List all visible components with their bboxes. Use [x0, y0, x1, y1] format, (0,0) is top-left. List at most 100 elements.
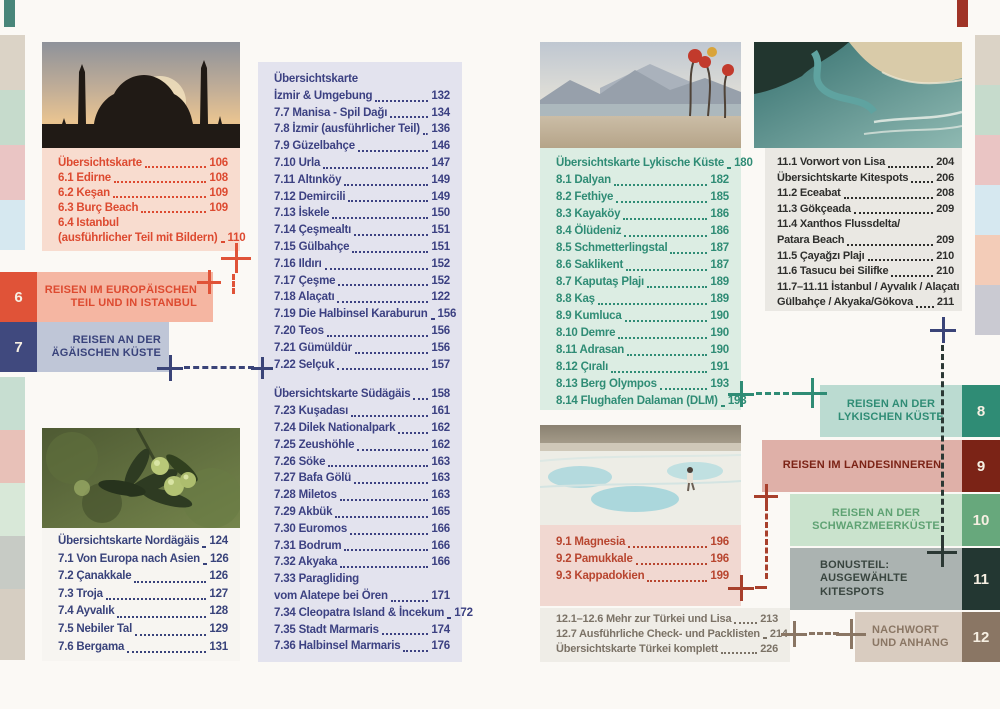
toc-entry[interactable]: Übersichtskarte Nordägäis 124: [42, 533, 240, 551]
toc-entry[interactable]: 11.3 Gökçeada 209: [765, 202, 962, 218]
toc-entry[interactable]: 7.13 İskele 150: [258, 205, 462, 222]
toc-entry[interactable]: 7.4 Ayvalık 128: [42, 603, 240, 621]
chapter-10-band[interactable]: REISEN AN DER SCHWARZMEERKÜSTE: [790, 494, 962, 546]
toc-entry[interactable]: 7.17 Çeşme 152: [258, 273, 462, 290]
toc-entry[interactable]: 8.3 Kayaköy 186: [540, 206, 741, 223]
chapter-7-band[interactable]: REISEN AN DER ÄGÄISCHEN KÜSTE: [37, 322, 169, 372]
toc-entry[interactable]: 8.13 Berg Olympos 193: [540, 376, 741, 393]
toc-entry[interactable]: Übersichtskarte Südägäis 158: [258, 386, 462, 403]
toc-entry[interactable]: 7.31 Bodrum 166: [258, 538, 462, 555]
toc-entry[interactable]: 6.3 Burç Beach 109: [42, 201, 240, 216]
toc-entry-label: 7.30 Euromos: [274, 522, 348, 535]
toc-entry[interactable]: 9.1 Magnesia 196: [540, 534, 741, 551]
dot-leader: [339, 498, 429, 501]
toc-entry[interactable]: 11.6 Tasucu bei Silifke 210: [765, 264, 962, 280]
chapter-8-band[interactable]: REISEN AN DER LYKISCHEN KÜSTE: [820, 385, 962, 437]
toc-entry[interactable]: 7.30 Euromos 166: [258, 521, 462, 538]
toc-entry[interactable]: 8.6 Saklikent 187: [540, 257, 741, 274]
chapter-8-tab[interactable]: 8: [962, 385, 1000, 437]
toc-entry[interactable]: 7.26 Söke 163: [258, 454, 462, 471]
toc-entry[interactable]: 7.6 Bergama 131: [42, 639, 240, 657]
toc-entry[interactable]: 8.11 Adrasan 190: [540, 342, 741, 359]
toc-entry[interactable]: 8.7 Kaputaş Plajı 189: [540, 274, 741, 291]
toc-entry[interactable]: 11.7–11.11 İstanbul / Ayvalık / Alaçatı G…: [765, 280, 962, 311]
toc-entry[interactable]: 7.34 Cleopatra Island & İncekum 172: [258, 605, 473, 622]
chapter-11-tab[interactable]: 11: [962, 548, 1000, 610]
toc-entry[interactable]: 7.23 Kuşadası 161: [258, 403, 462, 420]
toc-entry[interactable]: 7.28 Miletos 163: [258, 487, 462, 504]
toc-entry-label: Übersichtskarte Südägäis: [274, 388, 411, 401]
toc-entry[interactable]: 7.29 Akbük 165: [258, 504, 462, 521]
toc-entry[interactable]: 11.4 Xanthos Flussdelta/Patara Beach 209: [765, 217, 962, 248]
toc-entry[interactable]: Übersichtskarte Türkei komplett 226: [540, 642, 790, 657]
toc-entry[interactable]: 7.32 Akyaka 166: [258, 554, 462, 571]
toc-entry[interactable]: 9.3 Kappadokien 199: [540, 568, 741, 585]
toc-entry[interactable]: 7.1 Von Europa nach Asien 126: [42, 551, 240, 569]
chapter-12-band[interactable]: NACHWORT UND ANHANG: [855, 612, 962, 662]
toc-entry[interactable]: 7.8 İzmir (ausführlicher Teil) 136: [258, 121, 462, 138]
toc-entry[interactable]: 7.7 Manisa - Spil Dağı 134: [258, 105, 462, 122]
toc-entry[interactable]: 12.7 Ausführliche Check- und Packlisten 2…: [540, 627, 790, 642]
toc-entry[interactable]: 12.1–12.6 Mehr zur Türkei und Lisa 213: [540, 612, 790, 627]
toc-entry[interactable]: 7.35 Stadt Marmaris 174: [258, 622, 462, 639]
toc-entry[interactable]: 9.2 Pamukkale 196: [540, 551, 741, 568]
toc-entry[interactable]: 7.11 Altınköy 149: [258, 172, 462, 189]
toc-entry[interactable]: Übersichtskarte Kitespots 206: [765, 171, 962, 187]
dot-leader: [112, 196, 207, 198]
chapter-6-tab[interactable]: 6: [0, 272, 37, 322]
toc-entry[interactable]: 7.24 Dilek Nationalpark 162: [258, 420, 462, 437]
chapter-9-tab[interactable]: 9: [962, 440, 1000, 492]
toc-entry[interactable]: 7.9 Güzelbahçe 146: [258, 138, 462, 155]
toc-entry[interactable]: 7.36 Halbinsel Marmaris 176: [258, 638, 462, 655]
toc-entry[interactable]: 7.33 Paragliding vom Alatepe bei Ören 171: [258, 571, 462, 605]
toc-entry-page: 182: [710, 174, 729, 186]
toc-entry[interactable]: 8.4 Ölüdeniz 186: [540, 223, 741, 240]
toc-entry[interactable]: 7.3 Troja 127: [42, 586, 240, 604]
toc-entry-label: 8.6 Saklikent: [556, 259, 624, 271]
toc-entry[interactable]: 7.12 Demircili 149: [258, 189, 462, 206]
toc-entry[interactable]: 6.1 Edirne 108: [42, 171, 240, 186]
toc-entry[interactable]: 8.12 Çıralı 191: [540, 359, 741, 376]
toc-entry[interactable]: 7.27 Bafa Gölü 163: [258, 470, 462, 487]
toc-entry-label: 8.3 Kayaköy: [556, 208, 621, 220]
crop-mark-dash: [809, 632, 839, 635]
toc-entry[interactable]: 7.21 Gümüldür 156: [258, 340, 462, 357]
toc-entry[interactable]: 7.25 Zeushöhle 162: [258, 437, 462, 454]
toc-entry[interactable]: 7.14 Çeşmealtı 151: [258, 222, 462, 239]
toc-chapter6: Übersichtskarte 106 6.1 Edirne 108 6.2 Keşan…: [42, 148, 246, 251]
toc-entry[interactable]: 7.5 Nebiler Tal 129: [42, 621, 240, 639]
toc-entry[interactable]: 8.9 Kumluca 190: [540, 308, 741, 325]
toc-entry[interactable]: 7.10 Urla 147: [258, 155, 462, 172]
toc-entry[interactable]: 7.19 Die Halbinsel Karaburun 156: [258, 306, 462, 323]
toc-entry[interactable]: 8.10 Demre 190: [540, 325, 741, 342]
toc-entry[interactable]: 7.20 Teos 156: [258, 323, 462, 340]
chapter-6-band[interactable]: REISEN IM EUROPÄISCHEN TEIL UND IN ISTAN…: [37, 272, 213, 322]
toc-entry[interactable]: 6.4 Istanbul (ausführlicher Teil mit Bild…: [42, 216, 246, 246]
toc-entry[interactable]: 11.2 Eceabat 208: [765, 186, 962, 202]
toc-entry-page: 127: [209, 587, 228, 600]
toc-entry[interactable]: 8.8 Kaş 189: [540, 291, 741, 308]
chapter-7-tab[interactable]: 7: [0, 322, 37, 372]
toc-entry[interactable]: 8.14 Flughafen Dalaman (DLM) 193: [540, 393, 747, 410]
chapter-9-band[interactable]: REISEN IM LANDESINNEREN: [762, 440, 962, 492]
edge-strip: [975, 85, 1000, 135]
toc-entry[interactable]: 8.2 Fethiye 185: [540, 189, 741, 206]
toc-entry[interactable]: 7.16 Ildırı 152: [258, 256, 462, 273]
toc-entry[interactable]: 7.15 Gülbahçe 151: [258, 239, 462, 256]
toc-entry[interactable]: 8.1 Dalyan 182: [540, 172, 741, 189]
toc-entry[interactable]: 7.18 Alaçatı 122: [258, 289, 462, 306]
toc-entry[interactable]: Übersichtskarte 106: [42, 156, 240, 171]
chapter-12-tab[interactable]: 12: [962, 612, 1000, 662]
toc-entry[interactable]: 11.1 Vorwort von Lisa 204: [765, 155, 962, 171]
chapter-10-tab[interactable]: 10: [962, 494, 1000, 546]
toc-entry[interactable]: 8.5 Schmetterlingstal 187: [540, 240, 741, 257]
chapter-11-band[interactable]: BONUSTEIL: AUSGEWÄHLTE KITESPOTS: [790, 548, 962, 610]
toc-entry[interactable]: 7.22 Selçuk 157: [258, 357, 462, 374]
dot-leader: [344, 549, 429, 552]
toc-entry[interactable]: 6.2 Keşan 109: [42, 186, 240, 201]
toc-entry[interactable]: 7.2 Çanakkale 126: [42, 568, 240, 586]
toc-entry[interactable]: Übersichtskarte Lykische Küste 180: [540, 155, 753, 172]
toc-entry[interactable]: Übersichtskarte İzmir & Umgebung 132: [258, 71, 462, 105]
toc-entry-label: 11.3 Gökçeada: [777, 202, 851, 215]
toc-entry[interactable]: 11.5 Çayağzı Plajı 210: [765, 249, 962, 265]
